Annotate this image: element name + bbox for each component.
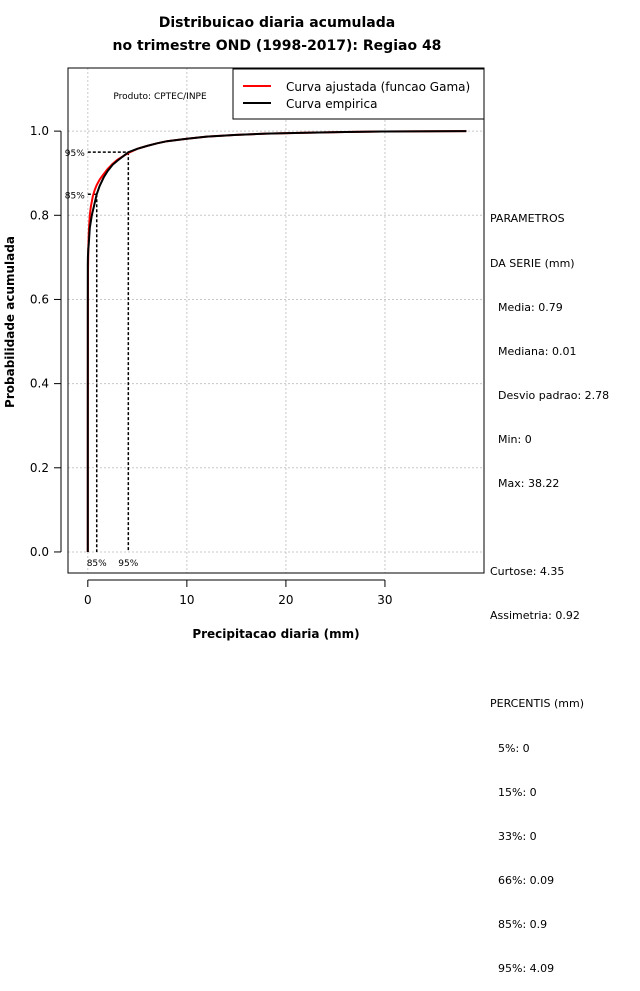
- y-tick-label: 0.2: [30, 461, 49, 475]
- y-tick-label: 1.0: [30, 124, 49, 138]
- cdf-chart: Distribuicao diaria acumulada no trimest…: [3, 15, 485, 641]
- axes: 0 10 20 30 0.0 0.2 0.4 0.6 0.8 1.0: [30, 124, 393, 607]
- grid-lines: [68, 68, 484, 573]
- plot-border: [67, 67, 485, 574]
- percentile-markers: 85% 85% 95% 95%: [65, 149, 139, 569]
- series-line-empirical: [86, 130, 467, 552]
- percentil-66: 66%: 0.09: [498, 873, 555, 887]
- percentis-header: PERCENTIS (mm): [490, 697, 584, 711]
- stat-assimetria: Assimetria: 0.92: [490, 609, 580, 623]
- stats-spacer: [490, 653, 609, 668]
- stat-media: Media: 0.79: [498, 300, 563, 314]
- stats-header-1: PARAMETROS: [490, 212, 565, 226]
- series-group: [86, 130, 467, 552]
- y-tick-label: 0.8: [30, 208, 49, 222]
- percentile-x-label: 95%: [118, 559, 138, 569]
- percentil-85: 85%: 0.9: [498, 917, 548, 931]
- stat-desvio: Desvio padrao: 2.78: [498, 388, 610, 402]
- percentil-95: 95%: 4.09: [498, 962, 555, 975]
- chart-title-line2: no trimestre OND (1998-2017): Regiao 48: [113, 38, 442, 54]
- y-axis-label: Probabilidade acumulada: [3, 236, 17, 408]
- chart-title-line1: Distribuicao diaria acumulada: [159, 15, 395, 31]
- y-tick-label: 0.6: [30, 292, 49, 306]
- x-axis-label: Precipitacao diaria (mm): [192, 627, 359, 641]
- x-tick-label: 20: [278, 593, 293, 607]
- percentil-33: 33%: 0: [498, 829, 537, 843]
- percentil-5: 5%: 0: [498, 741, 530, 755]
- percentile-x-label: 85%: [87, 559, 107, 569]
- legend: Curva ajustada (funcao Gama) Curva empir…: [232, 68, 485, 120]
- y-tick-label: 0.4: [30, 377, 49, 391]
- stats-panel: PARAMETROS DA SERIE (mm) Media: 0.79 Med…: [490, 183, 609, 991]
- series-line-fitted: [86, 130, 467, 552]
- stat-curtose: Curtose: 4.35: [490, 565, 565, 579]
- legend-label-empirical: Curva empirica: [286, 97, 377, 111]
- stat-mediana: Mediana: 0.01: [498, 344, 577, 358]
- stat-max: Max: 38.22: [498, 476, 560, 490]
- x-tick-label: 0: [84, 593, 92, 607]
- y-tick-label: 0.0: [30, 545, 49, 559]
- stat-min: Min: 0: [498, 432, 532, 446]
- x-tick-label: 10: [179, 593, 194, 607]
- stats-spacer: [490, 521, 609, 536]
- percentil-15: 15%: 0: [498, 785, 537, 799]
- stats-header-2: DA SERIE (mm): [490, 256, 575, 270]
- percentile-y-label: 85%: [65, 191, 85, 201]
- legend-box: [232, 68, 485, 120]
- x-tick-label: 30: [377, 593, 392, 607]
- percentile-y-label: 95%: [65, 149, 85, 159]
- legend-label-fitted: Curva ajustada (funcao Gama): [286, 80, 470, 94]
- product-label: Produto: CPTEC/INPE: [113, 92, 207, 102]
